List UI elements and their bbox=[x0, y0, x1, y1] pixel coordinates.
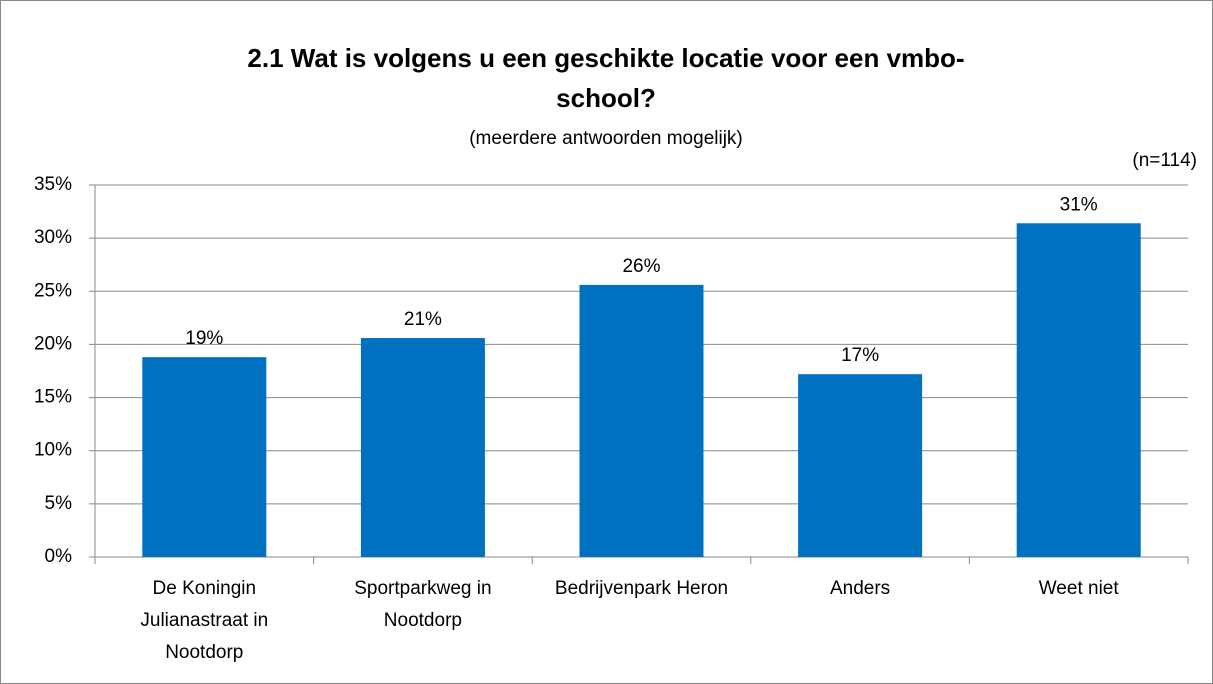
x-tick-label: Weet niet bbox=[1038, 578, 1119, 599]
bar bbox=[142, 357, 267, 557]
y-tick-label: 35% bbox=[34, 174, 72, 195]
y-tick-label: 25% bbox=[34, 280, 72, 301]
value-label: 21% bbox=[404, 309, 442, 330]
y-tick-label: 10% bbox=[34, 440, 72, 461]
bar bbox=[360, 338, 485, 557]
chart-title: 2.1 Wat is volgens u een geschikte locat… bbox=[247, 43, 965, 113]
bar bbox=[579, 284, 704, 557]
y-tick-label: 30% bbox=[34, 227, 72, 248]
bar bbox=[1016, 223, 1141, 557]
value-label: 17% bbox=[841, 345, 879, 366]
value-label: 26% bbox=[622, 256, 660, 277]
y-tick-label: 5% bbox=[45, 493, 73, 514]
y-tick-label: 20% bbox=[34, 333, 72, 354]
x-tick-label: Anders bbox=[829, 578, 891, 599]
bar bbox=[798, 374, 923, 557]
x-tick-label: De Koningin Julianastraat in Nootdorp bbox=[140, 578, 269, 663]
x-tick-label: Sportparkweg in Nootdorp bbox=[354, 578, 492, 631]
chart-subtitle: (meerdere antwoorden mogelijk) bbox=[469, 128, 743, 149]
x-tick-label: Bedrijvenpark Heron bbox=[554, 578, 729, 599]
value-label: 31% bbox=[1060, 194, 1098, 215]
y-tick-label: 15% bbox=[34, 387, 72, 408]
y-tick-label: 0% bbox=[45, 546, 73, 567]
sample-size-note: (n=114) bbox=[1132, 150, 1197, 171]
value-label: 19% bbox=[185, 328, 223, 349]
